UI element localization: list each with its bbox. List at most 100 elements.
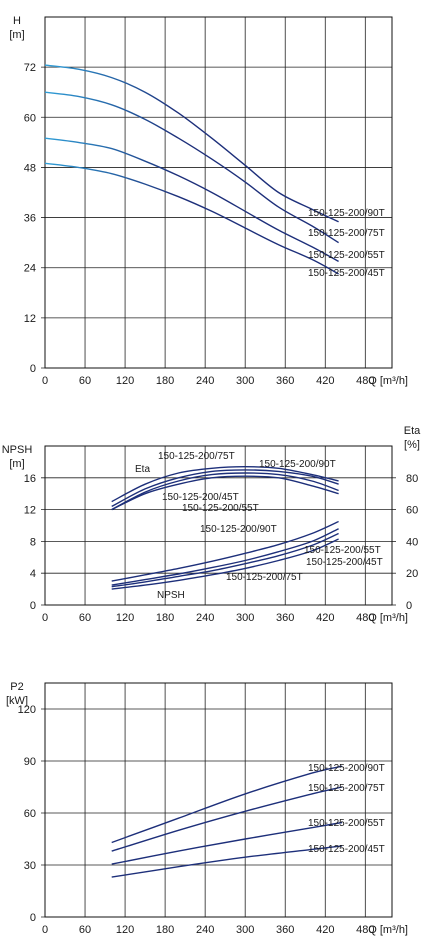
y-tick-label: 16	[24, 473, 36, 485]
series-label: 150-125-200/55T	[182, 503, 259, 514]
y-tick-label: 60	[24, 808, 36, 820]
series-line	[44, 162, 339, 275]
series-line	[111, 845, 343, 878]
series-line	[111, 520, 339, 582]
series-label: 150-125-200/55T	[308, 818, 385, 829]
x-tick-label: 60	[79, 375, 91, 387]
x-tick-label: 240	[196, 375, 214, 387]
series-line	[111, 465, 339, 503]
plot-frame	[44, 445, 393, 606]
series-label: 150-125-200/90T	[259, 459, 336, 470]
y-tick-label: 0	[30, 912, 36, 924]
y2-axis-label: Eta	[404, 425, 421, 437]
y-tick-label: 24	[24, 263, 36, 275]
series-line	[44, 91, 339, 244]
y-axis-label: H	[13, 15, 21, 27]
x-tick-label: 120	[116, 612, 134, 624]
series-line	[111, 472, 339, 511]
x-tick-label: 240	[196, 612, 214, 624]
x-tick-label: 60	[79, 924, 91, 936]
series-label: 150-125-200/55T	[308, 250, 385, 261]
series-label: 150-125-200/75T	[158, 451, 235, 462]
x-tick-label: 300	[236, 375, 254, 387]
x-axis-label: Q [m³/h]	[368, 375, 408, 387]
x-tick-label: 180	[156, 375, 174, 387]
series-label: 150-125-200/75T	[308, 228, 385, 239]
x-tick-label: 420	[316, 612, 334, 624]
x-tick-label: 240	[196, 924, 214, 936]
y-tick-label: 48	[24, 162, 36, 174]
chart-panel-2: 0 60 120 180 240 300 360 420 480 0 4 8 12 16 0 20 40 60 80…	[2, 425, 421, 624]
y-tick-label: 0	[30, 600, 36, 612]
y-tick-label: 8	[30, 536, 36, 548]
y-tick-label: 12	[24, 505, 36, 517]
y-tick-label: 60	[24, 112, 36, 124]
x-tick-label: 360	[276, 612, 294, 624]
series-label: 150-125-200/45T	[308, 844, 385, 855]
y2-tick-label: 0	[406, 600, 412, 612]
y-tick-label: 36	[24, 213, 36, 225]
x-tick-label: 480	[356, 924, 374, 936]
x-tick-label: 480	[356, 612, 374, 624]
series-label: 150-125-200/45T	[308, 268, 385, 279]
series-label: 150-125-200/75T	[308, 783, 385, 794]
y-axis-unit: [m]	[9, 29, 24, 41]
npsh-group-label: NPSH	[157, 590, 185, 601]
plot-frame	[44, 16, 393, 369]
x-tick-label: 180	[156, 924, 174, 936]
y-axis-unit: [m]	[9, 458, 24, 470]
series-label: 150-125-200/90T	[200, 524, 277, 535]
y2-tick-label: 60	[406, 505, 418, 517]
y2-tick-label: 40	[406, 536, 418, 548]
y2-axis-unit: [%]	[404, 439, 420, 451]
series-line	[44, 137, 339, 263]
x-axis-label: Q [m³/h]	[368, 612, 408, 624]
x-tick-label: 420	[316, 375, 334, 387]
series-line	[111, 475, 339, 511]
x-tick-label: 300	[236, 924, 254, 936]
y-tick-label: 4	[30, 568, 36, 580]
y-axis-label: NPSH	[2, 444, 33, 456]
y-tick-label: 30	[24, 860, 36, 872]
x-tick-label: 300	[236, 612, 254, 624]
series-line	[111, 765, 343, 844]
y2-tick-label: 20	[406, 568, 418, 580]
eta-group-label: Eta	[135, 464, 150, 475]
y-axis-unit: [kW]	[6, 695, 28, 707]
series-line	[111, 786, 343, 852]
y-tick-label: 90	[24, 756, 36, 768]
series-line	[44, 64, 339, 223]
x-tick-label: 120	[116, 924, 134, 936]
x-tick-label: 0	[42, 924, 48, 936]
y2-tick-label: 80	[406, 473, 418, 485]
y-tick-label: 120	[18, 704, 36, 716]
x-tick-label: 60	[79, 612, 91, 624]
series-label: 150-125-200/75T	[226, 572, 303, 583]
series-label: 150-125-200/45T	[162, 492, 239, 503]
chart-panel-3: 0 60 120 180 240 300 360 420 480 0 30 60 90 120 P2 [kW]…	[6, 681, 408, 936]
x-tick-label: 0	[42, 612, 48, 624]
series-label: 150-125-200/90T	[308, 763, 385, 774]
series-line	[111, 528, 339, 586]
series-line	[111, 538, 339, 590]
x-tick-label: 0	[42, 375, 48, 387]
y-tick-label: 0	[30, 363, 36, 375]
plot-frame	[44, 682, 393, 918]
series-label: 150-125-200/90T	[308, 208, 385, 219]
x-tick-label: 180	[156, 612, 174, 624]
y-axis-label: P2	[10, 681, 23, 693]
x-tick-label: 420	[316, 924, 334, 936]
series-label: 150-125-200/55T	[304, 545, 381, 556]
x-tick-label: 360	[276, 924, 294, 936]
series-label: 150-125-200/45T	[306, 557, 383, 568]
x-tick-label: 480	[356, 375, 374, 387]
x-axis-label: Q [m³/h]	[368, 924, 408, 936]
y-tick-label: 72	[24, 62, 36, 74]
y-tick-label: 12	[24, 313, 36, 325]
series-line	[111, 532, 339, 588]
series-line	[111, 469, 339, 508]
x-tick-label: 360	[276, 375, 294, 387]
x-tick-label: 120	[116, 375, 134, 387]
chart-panel-1: 0 60 120 180 240 300 360 420 480 0 12 24 36 48 60 72 H [m…	[9, 15, 408, 387]
